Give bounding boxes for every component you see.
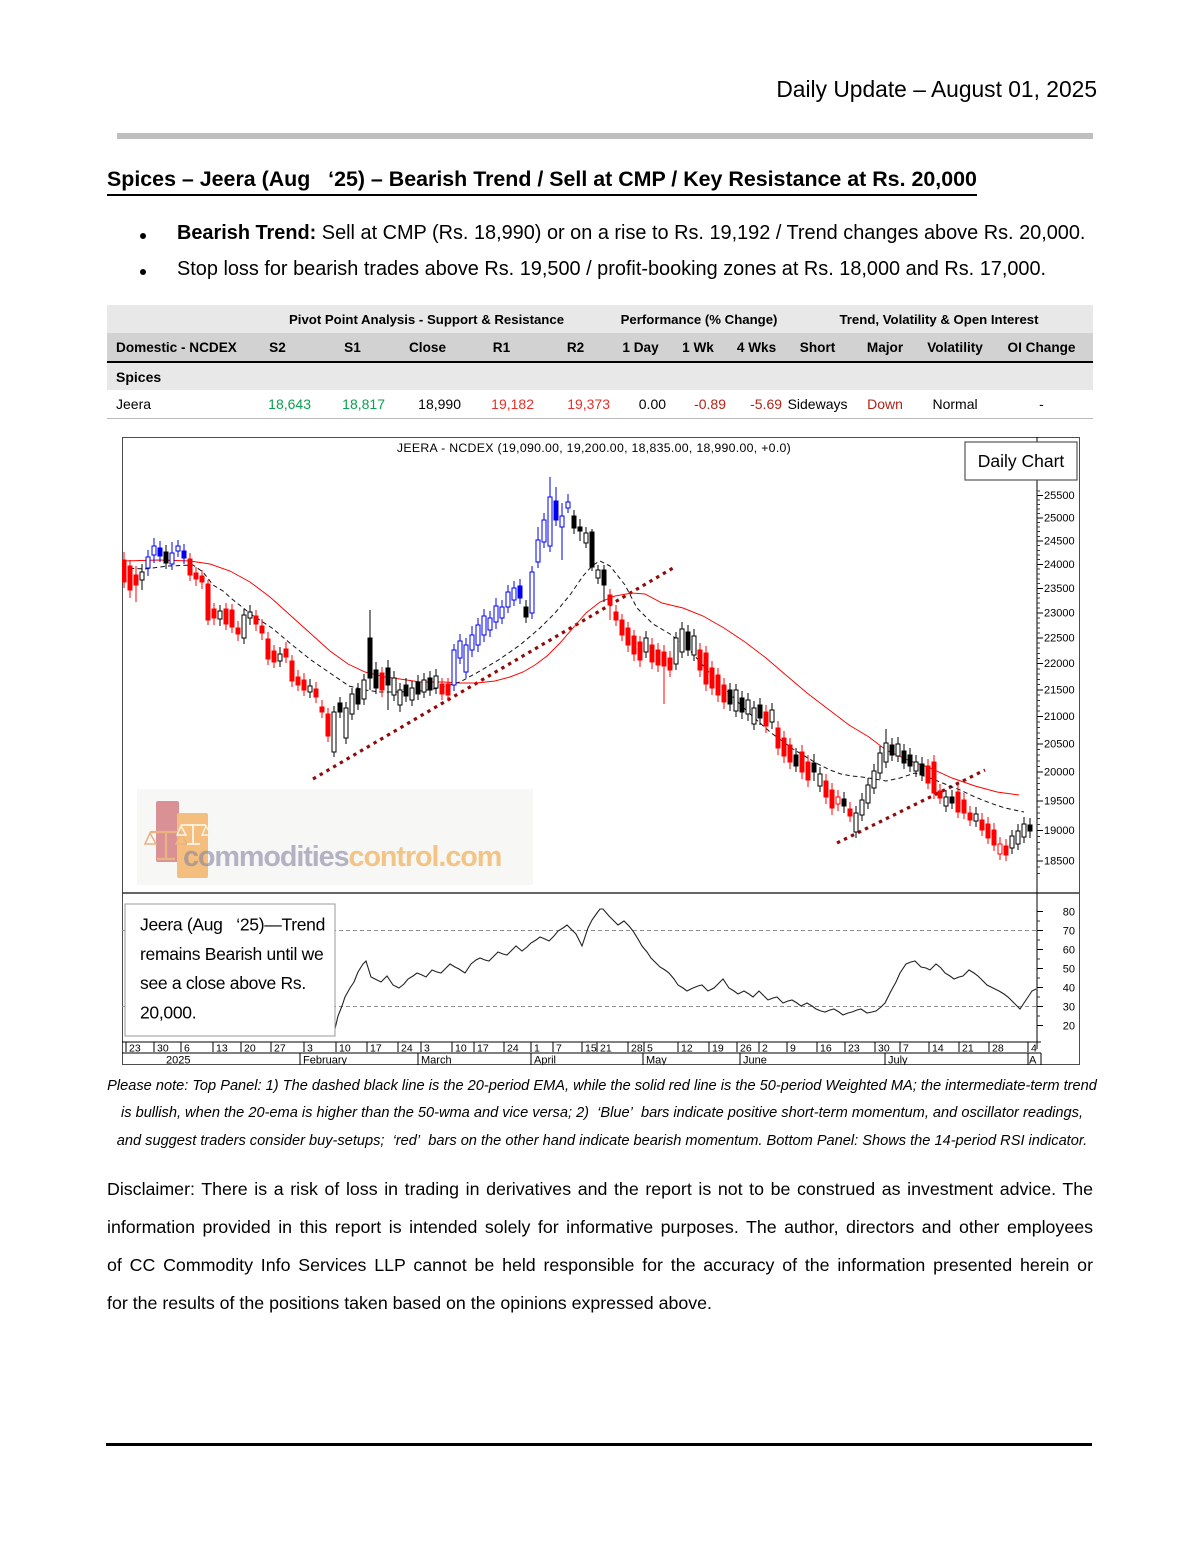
svg-text:20000: 20000 <box>1044 767 1075 779</box>
svg-text:30: 30 <box>157 1043 169 1055</box>
svg-text:24: 24 <box>507 1043 519 1055</box>
svg-text:50: 50 <box>1063 964 1075 976</box>
svg-text:20: 20 <box>244 1043 256 1055</box>
svg-text:2: 2 <box>762 1043 768 1055</box>
svg-text:commoditiescontrol.com: commoditiescontrol.com <box>183 841 501 873</box>
svg-text:23500: 23500 <box>1044 583 1075 595</box>
svg-text:7: 7 <box>903 1043 909 1055</box>
svg-text:23: 23 <box>129 1043 141 1055</box>
svg-text:February: February <box>303 1055 348 1066</box>
svg-text:23: 23 <box>848 1043 860 1055</box>
svg-text:21500: 21500 <box>1044 684 1075 696</box>
svg-text:20500: 20500 <box>1044 739 1075 751</box>
svg-text:16: 16 <box>820 1043 832 1055</box>
svg-text:10: 10 <box>455 1043 467 1055</box>
svg-text:Daily Chart: Daily Chart <box>978 451 1065 471</box>
svg-text:80: 80 <box>1063 907 1075 919</box>
svg-text:21: 21 <box>962 1043 974 1055</box>
svg-text:JEERA - NCDEX (19,090.00, 19,2: JEERA - NCDEX (19,090.00, 19,200.00, 18,… <box>397 441 791 455</box>
svg-text:17: 17 <box>370 1043 382 1055</box>
svg-text:13: 13 <box>216 1043 228 1055</box>
svg-text:A: A <box>1029 1055 1037 1066</box>
svg-text:see a close above Rs.: see a close above Rs. <box>140 973 306 993</box>
svg-text:22500: 22500 <box>1044 633 1075 645</box>
svg-text:April: April <box>534 1055 556 1066</box>
svg-text:March: March <box>421 1055 452 1066</box>
svg-text:24500: 24500 <box>1044 536 1075 548</box>
svg-text:12: 12 <box>681 1043 693 1055</box>
svg-text:22000: 22000 <box>1044 658 1075 670</box>
svg-text:27: 27 <box>274 1043 286 1055</box>
svg-text:19: 19 <box>712 1043 724 1055</box>
svg-text:7: 7 <box>556 1043 562 1055</box>
svg-text:10: 10 <box>339 1043 351 1055</box>
svg-text:28: 28 <box>631 1043 643 1055</box>
svg-text:23000: 23000 <box>1044 608 1075 620</box>
svg-text:30: 30 <box>878 1043 890 1055</box>
svg-text:3: 3 <box>307 1043 313 1055</box>
svg-text:9: 9 <box>790 1043 796 1055</box>
svg-text:June: June <box>743 1055 767 1066</box>
svg-text:May: May <box>646 1055 667 1066</box>
svg-text:40: 40 <box>1063 983 1075 995</box>
svg-text:21000: 21000 <box>1044 711 1075 723</box>
svg-text:6: 6 <box>184 1043 190 1055</box>
svg-text:4: 4 <box>1031 1043 1037 1055</box>
svg-text:Jeera (Aug ‘25)—Trend: Jeera (Aug ‘25)—Trend <box>140 915 325 935</box>
svg-text:20,000.: 20,000. <box>140 1002 196 1022</box>
svg-text:2025: 2025 <box>166 1055 190 1066</box>
svg-text:1: 1 <box>534 1043 540 1055</box>
svg-text:19000: 19000 <box>1044 825 1075 837</box>
svg-text:24: 24 <box>401 1043 413 1055</box>
svg-text:25500: 25500 <box>1044 490 1075 502</box>
svg-text:25000: 25000 <box>1044 513 1075 525</box>
svg-text:20: 20 <box>1063 1021 1075 1033</box>
svg-text:15: 15 <box>585 1043 597 1055</box>
svg-text:30: 30 <box>1063 1002 1075 1014</box>
svg-text:14: 14 <box>932 1043 944 1055</box>
svg-text:19500: 19500 <box>1044 796 1075 808</box>
svg-text:28: 28 <box>992 1043 1004 1055</box>
svg-text:70: 70 <box>1063 926 1075 938</box>
svg-text:3: 3 <box>424 1043 430 1055</box>
svg-text:21: 21 <box>600 1043 612 1055</box>
svg-text:60: 60 <box>1063 945 1075 957</box>
svg-text:July: July <box>888 1055 908 1066</box>
svg-text:17: 17 <box>477 1043 489 1055</box>
svg-text:24000: 24000 <box>1044 559 1075 571</box>
svg-text:5: 5 <box>647 1043 653 1055</box>
svg-text:26: 26 <box>740 1043 752 1055</box>
svg-text:remains Bearish until we: remains Bearish until we <box>140 944 323 964</box>
svg-text:18500: 18500 <box>1044 856 1075 868</box>
